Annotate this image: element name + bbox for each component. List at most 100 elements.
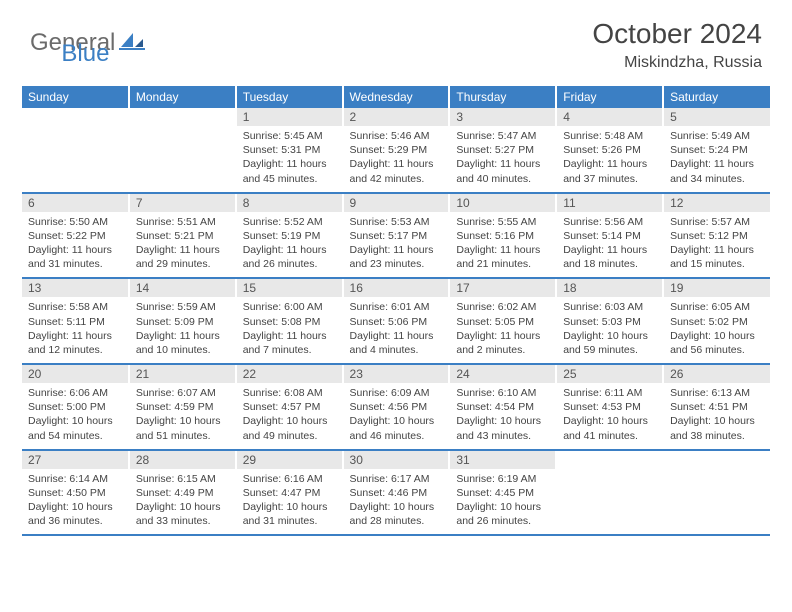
day-details: Sunrise: 5:55 AMSunset: 5:16 PMDaylight:… — [450, 212, 555, 278]
day-details: Sunrise: 6:15 AMSunset: 4:49 PMDaylight:… — [130, 469, 235, 535]
day-number: 26 — [664, 365, 770, 383]
calendar-day-cell: 30Sunrise: 6:17 AMSunset: 4:46 PMDayligh… — [343, 450, 450, 536]
header: General Blue October 2024 Miskindzha, Ru… — [0, 0, 792, 80]
weekday-header: Saturday — [663, 86, 770, 108]
day-number: 3 — [450, 108, 555, 126]
calendar-day-cell: 19Sunrise: 6:05 AMSunset: 5:02 PMDayligh… — [663, 278, 770, 364]
calendar-day-cell: 9Sunrise: 5:53 AMSunset: 5:17 PMDaylight… — [343, 193, 450, 279]
day-number: 20 — [22, 365, 128, 383]
calendar-day-cell: 29Sunrise: 6:16 AMSunset: 4:47 PMDayligh… — [236, 450, 343, 536]
logo-text-blue: Blue — [61, 40, 109, 68]
day-number: 10 — [450, 194, 555, 212]
weekday-header: Thursday — [449, 86, 556, 108]
day-number: 30 — [344, 451, 449, 469]
day-number: 15 — [237, 279, 342, 297]
day-details: Sunrise: 6:08 AMSunset: 4:57 PMDaylight:… — [237, 383, 342, 449]
day-number: 8 — [237, 194, 342, 212]
day-number: 25 — [557, 365, 662, 383]
day-details: Sunrise: 5:53 AMSunset: 5:17 PMDaylight:… — [344, 212, 449, 278]
calendar-week-row: 1Sunrise: 5:45 AMSunset: 5:31 PMDaylight… — [22, 108, 770, 193]
day-number: 13 — [22, 279, 128, 297]
day-number: 21 — [130, 365, 235, 383]
day-number: 11 — [557, 194, 662, 212]
calendar-day-cell: 4Sunrise: 5:48 AMSunset: 5:26 PMDaylight… — [556, 108, 663, 193]
calendar-day-cell: 17Sunrise: 6:02 AMSunset: 5:05 PMDayligh… — [449, 278, 556, 364]
day-details: Sunrise: 5:48 AMSunset: 5:26 PMDaylight:… — [557, 126, 662, 192]
calendar-day-cell: 26Sunrise: 6:13 AMSunset: 4:51 PMDayligh… — [663, 364, 770, 450]
day-number: 22 — [237, 365, 342, 383]
calendar-day-cell: 2Sunrise: 5:46 AMSunset: 5:29 PMDaylight… — [343, 108, 450, 193]
calendar-week-row: 13Sunrise: 5:58 AMSunset: 5:11 PMDayligh… — [22, 278, 770, 364]
calendar-empty-cell — [22, 108, 129, 193]
calendar-day-cell: 28Sunrise: 6:15 AMSunset: 4:49 PMDayligh… — [129, 450, 236, 536]
calendar-table: SundayMondayTuesdayWednesdayThursdayFrid… — [22, 86, 770, 536]
calendar-day-cell: 16Sunrise: 6:01 AMSunset: 5:06 PMDayligh… — [343, 278, 450, 364]
day-details: Sunrise: 6:17 AMSunset: 4:46 PMDaylight:… — [344, 469, 449, 535]
day-number: 2 — [344, 108, 449, 126]
day-details: Sunrise: 5:58 AMSunset: 5:11 PMDaylight:… — [22, 297, 128, 363]
day-details: Sunrise: 5:52 AMSunset: 5:19 PMDaylight:… — [237, 212, 342, 278]
day-details: Sunrise: 6:00 AMSunset: 5:08 PMDaylight:… — [237, 297, 342, 363]
calendar-day-cell: 11Sunrise: 5:56 AMSunset: 5:14 PMDayligh… — [556, 193, 663, 279]
day-details: Sunrise: 5:49 AMSunset: 5:24 PMDaylight:… — [664, 126, 770, 192]
day-details: Sunrise: 6:14 AMSunset: 4:50 PMDaylight:… — [22, 469, 128, 535]
calendar-day-cell: 6Sunrise: 5:50 AMSunset: 5:22 PMDaylight… — [22, 193, 129, 279]
day-details: Sunrise: 6:16 AMSunset: 4:47 PMDaylight:… — [237, 469, 342, 535]
day-details: Sunrise: 6:03 AMSunset: 5:03 PMDaylight:… — [557, 297, 662, 363]
day-number: 7 — [130, 194, 235, 212]
weekday-header: Monday — [129, 86, 236, 108]
calendar-day-cell: 31Sunrise: 6:19 AMSunset: 4:45 PMDayligh… — [449, 450, 556, 536]
calendar-week-row: 20Sunrise: 6:06 AMSunset: 5:00 PMDayligh… — [22, 364, 770, 450]
day-details: Sunrise: 6:19 AMSunset: 4:45 PMDaylight:… — [450, 469, 555, 535]
calendar-day-cell: 22Sunrise: 6:08 AMSunset: 4:57 PMDayligh… — [236, 364, 343, 450]
day-details: Sunrise: 5:56 AMSunset: 5:14 PMDaylight:… — [557, 212, 662, 278]
calendar-day-cell: 1Sunrise: 5:45 AMSunset: 5:31 PMDaylight… — [236, 108, 343, 193]
calendar-day-cell: 13Sunrise: 5:58 AMSunset: 5:11 PMDayligh… — [22, 278, 129, 364]
logo: General Blue — [30, 18, 109, 68]
day-number: 18 — [557, 279, 662, 297]
day-number: 24 — [450, 365, 555, 383]
day-number: 14 — [130, 279, 235, 297]
day-number: 6 — [22, 194, 128, 212]
day-details: Sunrise: 6:01 AMSunset: 5:06 PMDaylight:… — [344, 297, 449, 363]
calendar-day-cell: 18Sunrise: 6:03 AMSunset: 5:03 PMDayligh… — [556, 278, 663, 364]
day-details: Sunrise: 5:57 AMSunset: 5:12 PMDaylight:… — [664, 212, 770, 278]
calendar-week-row: 6Sunrise: 5:50 AMSunset: 5:22 PMDaylight… — [22, 193, 770, 279]
day-number: 12 — [664, 194, 770, 212]
location-label: Miskindzha, Russia — [592, 54, 762, 72]
calendar-day-cell: 12Sunrise: 5:57 AMSunset: 5:12 PMDayligh… — [663, 193, 770, 279]
calendar-day-cell: 15Sunrise: 6:00 AMSunset: 5:08 PMDayligh… — [236, 278, 343, 364]
day-number: 29 — [237, 451, 342, 469]
day-details: Sunrise: 5:51 AMSunset: 5:21 PMDaylight:… — [130, 212, 235, 278]
day-number: 27 — [22, 451, 128, 469]
day-number: 28 — [130, 451, 235, 469]
calendar-day-cell: 27Sunrise: 6:14 AMSunset: 4:50 PMDayligh… — [22, 450, 129, 536]
day-details: Sunrise: 6:13 AMSunset: 4:51 PMDaylight:… — [664, 383, 770, 449]
calendar-day-cell: 25Sunrise: 6:11 AMSunset: 4:53 PMDayligh… — [556, 364, 663, 450]
calendar-empty-cell — [663, 450, 770, 536]
day-details: Sunrise: 6:11 AMSunset: 4:53 PMDaylight:… — [557, 383, 662, 449]
calendar-header-row: SundayMondayTuesdayWednesdayThursdayFrid… — [22, 86, 770, 108]
calendar-day-cell: 21Sunrise: 6:07 AMSunset: 4:59 PMDayligh… — [129, 364, 236, 450]
day-details: Sunrise: 5:47 AMSunset: 5:27 PMDaylight:… — [450, 126, 555, 192]
calendar-day-cell: 24Sunrise: 6:10 AMSunset: 4:54 PMDayligh… — [449, 364, 556, 450]
day-number: 31 — [450, 451, 555, 469]
day-number: 16 — [344, 279, 449, 297]
calendar-empty-cell — [129, 108, 236, 193]
weekday-header: Tuesday — [236, 86, 343, 108]
day-details: Sunrise: 5:46 AMSunset: 5:29 PMDaylight:… — [344, 126, 449, 192]
day-details: Sunrise: 6:02 AMSunset: 5:05 PMDaylight:… — [450, 297, 555, 363]
title-block: October 2024 Miskindzha, Russia — [592, 18, 762, 72]
calendar-day-cell: 20Sunrise: 6:06 AMSunset: 5:00 PMDayligh… — [22, 364, 129, 450]
weekday-header: Sunday — [22, 86, 129, 108]
calendar-empty-cell — [556, 450, 663, 536]
calendar-day-cell: 3Sunrise: 5:47 AMSunset: 5:27 PMDaylight… — [449, 108, 556, 193]
calendar-day-cell: 8Sunrise: 5:52 AMSunset: 5:19 PMDaylight… — [236, 193, 343, 279]
day-details: Sunrise: 6:07 AMSunset: 4:59 PMDaylight:… — [130, 383, 235, 449]
day-number: 19 — [664, 279, 770, 297]
day-number: 23 — [344, 365, 449, 383]
weekday-header: Friday — [556, 86, 663, 108]
day-number: 9 — [344, 194, 449, 212]
day-number: 5 — [664, 108, 770, 126]
calendar-day-cell: 14Sunrise: 5:59 AMSunset: 5:09 PMDayligh… — [129, 278, 236, 364]
